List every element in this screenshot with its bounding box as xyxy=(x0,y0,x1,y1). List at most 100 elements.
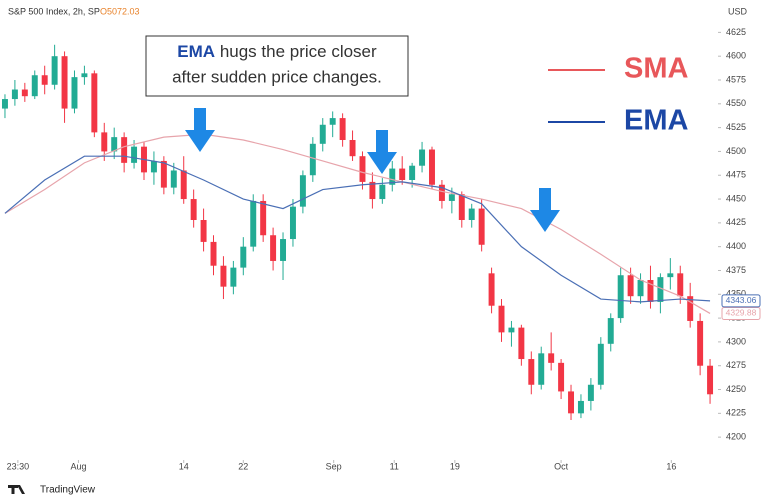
annotation-line: EMA hugs the price closer xyxy=(177,42,377,61)
price-label-box xyxy=(721,306,761,320)
price-label: 4343.06 xyxy=(726,295,757,305)
ma-line xyxy=(4,155,711,303)
candle-body xyxy=(697,320,704,366)
price-label-box xyxy=(721,294,761,308)
candle-body xyxy=(61,56,68,109)
y-tick-label: 4525 xyxy=(726,122,746,132)
candle-body xyxy=(150,160,157,173)
x-tick-label: Sep xyxy=(326,461,342,471)
annotation-line: after sudden price changes. xyxy=(172,67,382,86)
candle-body xyxy=(597,343,604,385)
y-tick-label: 4625 xyxy=(726,27,746,37)
candle-body xyxy=(468,208,475,220)
candle-body xyxy=(577,400,584,414)
candle-body xyxy=(11,89,18,100)
candle-body xyxy=(210,241,217,266)
candle-body xyxy=(607,318,614,344)
candle-body xyxy=(419,149,426,166)
candle-body xyxy=(677,273,684,297)
y-tick-label: 4300 xyxy=(726,336,746,346)
y-tick-label: 4200 xyxy=(726,432,746,442)
candle-body xyxy=(429,149,435,185)
candle-body xyxy=(81,73,88,78)
candle-body xyxy=(637,280,644,297)
annotation-text: hugs the price closer xyxy=(220,42,377,61)
candle-body xyxy=(647,280,654,302)
candle-body xyxy=(558,362,565,392)
candle-body xyxy=(71,77,78,109)
candle-body xyxy=(250,200,257,247)
candle-body xyxy=(91,73,98,133)
candle-body xyxy=(448,194,455,201)
candle-body xyxy=(319,124,326,144)
candle-body xyxy=(111,137,118,152)
x-tick-label: 23:30 xyxy=(7,461,30,471)
arrow xyxy=(185,108,215,152)
candle-body xyxy=(587,384,594,401)
candle-body xyxy=(508,327,515,333)
candle-body xyxy=(359,156,366,182)
currency: USD xyxy=(728,6,748,16)
y-tick-label: 4375 xyxy=(726,265,746,275)
candle-body xyxy=(687,296,694,321)
x-tick-label: Aug xyxy=(70,461,86,471)
candle-body xyxy=(349,140,356,157)
candle-body xyxy=(31,75,38,97)
y-tick-label: 4475 xyxy=(726,170,746,180)
candle-body xyxy=(299,175,306,207)
candle-body xyxy=(488,273,495,306)
annotation-highlight: EMA xyxy=(177,42,215,61)
candle-body xyxy=(369,181,376,200)
y-tick-label: 4275 xyxy=(726,360,746,370)
candle-body xyxy=(101,132,108,152)
candle-body xyxy=(379,184,386,200)
x-tick-label: 22 xyxy=(238,461,248,471)
y-tick-label: 4350 xyxy=(726,289,746,299)
candle-body xyxy=(220,265,227,287)
annotation-box xyxy=(145,35,409,97)
arrow xyxy=(530,188,560,232)
candle-body xyxy=(289,206,296,240)
candle-body xyxy=(409,165,416,180)
candle-body xyxy=(478,208,485,245)
candle-body xyxy=(617,275,624,319)
candle-body xyxy=(309,143,316,176)
candle-body xyxy=(240,246,247,268)
candle-body xyxy=(131,146,138,163)
ma-line xyxy=(4,133,711,314)
candle-body xyxy=(329,118,336,125)
x-tick-label: 16 xyxy=(666,461,676,471)
candle-body xyxy=(190,199,197,220)
candle-body xyxy=(1,99,8,109)
candle-body xyxy=(458,194,465,220)
legend-label: SMA xyxy=(624,53,689,85)
header-value: O5072.03 xyxy=(100,6,140,16)
candle-body xyxy=(627,275,634,297)
y-tick-label: 4575 xyxy=(726,74,746,84)
candle-body xyxy=(548,353,555,363)
x-tick-label: 11 xyxy=(390,461,399,471)
y-tick-label: 4500 xyxy=(726,146,746,156)
candle-body xyxy=(568,391,575,414)
logo xyxy=(8,485,25,494)
x-tick-label: Oct xyxy=(554,461,569,471)
candle-body xyxy=(41,75,48,85)
candle-body xyxy=(51,56,58,85)
candle-body xyxy=(121,137,128,163)
price-label: 4329.88 xyxy=(726,308,757,318)
candle-body xyxy=(230,267,237,287)
candle-body xyxy=(518,327,525,360)
candle-body xyxy=(538,353,545,385)
candle-body xyxy=(498,305,505,333)
candle-body xyxy=(707,365,714,395)
y-tick-label: 4400 xyxy=(726,241,746,251)
legend-label: EMA xyxy=(624,105,689,137)
arrow xyxy=(367,130,397,174)
candle-body xyxy=(170,170,177,188)
y-tick-label: 4550 xyxy=(726,98,746,108)
candle-body xyxy=(21,89,28,97)
candle-body xyxy=(270,235,277,261)
candle-body xyxy=(160,160,167,188)
y-tick-label: 4425 xyxy=(726,217,746,227)
